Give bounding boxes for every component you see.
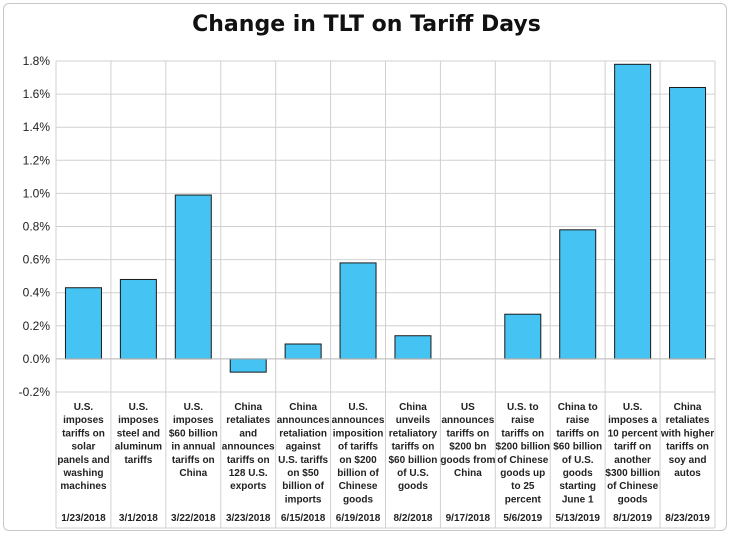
date-label: 9/17/2018 [446,513,491,524]
bar [229,358,267,373]
date-label: 8/23/2019 [665,513,710,524]
y-tick-label: 0.6% [23,253,51,267]
date-label: 6/19/2018 [336,513,381,524]
bar [339,262,377,360]
category-label: China to raise tariffs on $60 billion of U.S… [553,402,602,505]
y-tick-label: 0.2% [23,319,51,333]
date-label: 8/1/2019 [613,513,652,524]
y-tick-label: 1.4% [23,120,51,134]
date-label: 5/6/2019 [503,513,542,524]
y-tick-label: 0.4% [23,286,51,300]
bar [119,278,157,360]
y-tick-label: 0.0% [23,352,51,366]
bar [174,194,212,360]
y-tick-label: 1.8% [23,54,51,68]
category-label: U.S. imposes steel and aluminum tariffs [115,402,162,466]
chart-title: Change in TLT on Tariff Days [192,12,541,37]
bar [284,343,322,360]
category-label: U.S. announces imposition of tariffs on $200… [332,402,385,505]
category-label: US announces tariffs on $200 bn goods from Ch… [440,402,495,479]
bar [504,313,542,360]
date-label: 3/1/2018 [119,513,158,524]
bar [669,86,707,360]
y-tick-label: 1.0% [23,186,51,200]
y-tick-label: -0.2% [19,385,51,399]
bar [559,229,597,360]
bar [394,335,432,360]
category-label: U.S. imposes a 10 percent tariff on another $… [605,402,659,505]
date-label: 3/22/2018 [171,513,216,524]
y-tick-label: 1.6% [23,87,51,101]
y-tick-label: 0.8% [23,220,51,234]
date-label: 5/13/2019 [555,513,600,524]
date-label: 1/23/2018 [61,513,106,524]
category-label: China unveils retaliatory tariffs on $60 bil… [389,402,438,492]
category-label: China retaliates and announces tariffs on 128… [222,402,275,492]
date-label: 3/23/2018 [226,513,271,524]
category-label: China retaliates with higher tariffs on soy … [660,402,714,479]
date-label: 8/2/2018 [393,513,432,524]
category-label: U.S. to raise tariffs on $200 billion of Chi… [496,402,550,505]
date-label: 6/15/2018 [281,513,326,524]
bar [64,287,102,360]
category-label: U.S. imposes tariffs on solar panels and wash… [57,402,109,492]
category-label: China announces retaliation against U.S. tar… [277,402,330,505]
bar [614,63,652,360]
category-label: U.S. imposes $60 billion in annual tariffs o… [169,402,218,479]
y-tick-label: 1.2% [23,153,51,167]
